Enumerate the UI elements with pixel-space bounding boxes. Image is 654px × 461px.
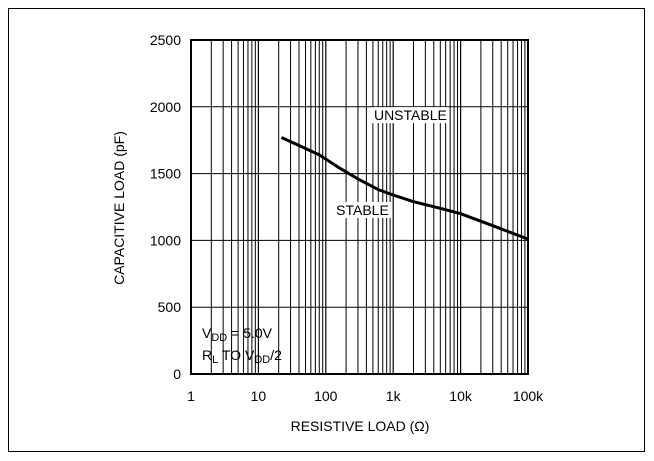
annotation-label: STABLE xyxy=(336,202,389,218)
condition-vdd-base: V xyxy=(202,325,212,341)
x-tick-label: 1 xyxy=(187,388,195,404)
condition-rl-base: R xyxy=(202,347,212,363)
y-tick-label: 2500 xyxy=(150,32,181,48)
x-tick-label: 1k xyxy=(386,388,402,404)
condition-rl-sub2: DD xyxy=(254,354,270,366)
plot-area xyxy=(190,39,529,375)
annotation-background xyxy=(371,107,449,124)
stability-boundary-line xyxy=(280,136,529,241)
y-tick-label: 0 xyxy=(173,366,181,382)
x-axis-label: RESISTIVE LOAD (Ω) xyxy=(291,418,430,434)
annotation-stable: STABLE xyxy=(334,202,391,219)
x-tick-label: 10 xyxy=(251,388,267,404)
x-tick-label: 10k xyxy=(449,388,473,404)
annotation-background xyxy=(334,202,391,219)
y-tick-label: 2000 xyxy=(150,99,181,115)
condition-rl-rest: /2 xyxy=(270,347,282,363)
x-tick-label: 100 xyxy=(314,388,338,404)
condition-rl-sub: L xyxy=(212,354,218,366)
y-tick-label: 1000 xyxy=(150,232,181,248)
annotation-label: UNSTABLE xyxy=(374,107,447,123)
annotations: UNSTABLE STABLE xyxy=(334,107,449,219)
x-axis-ticks: 1 10 100 1k 10k 100k xyxy=(187,388,544,404)
y-axis-ticks: 0 500 1000 1500 2000 2500 xyxy=(150,32,181,382)
series-layer xyxy=(280,136,529,241)
y-tick-label: 500 xyxy=(158,299,182,315)
figure-frame xyxy=(8,8,645,452)
condition-rl-mid: TO V xyxy=(218,347,255,363)
y-tick-label: 1500 xyxy=(150,166,181,182)
y-axis-label: CAPACITIVE LOAD (pF) xyxy=(111,131,127,285)
condition-rl: RL TO VDD/2 xyxy=(202,347,282,366)
condition-vdd: VDD = 5.0V xyxy=(202,325,273,344)
condition-vdd-rest: = 5.0V xyxy=(227,325,272,341)
condition-vdd-sub: DD xyxy=(211,332,227,344)
annotation-unstable: UNSTABLE xyxy=(371,107,449,124)
x-tick-label: 100k xyxy=(513,388,544,404)
